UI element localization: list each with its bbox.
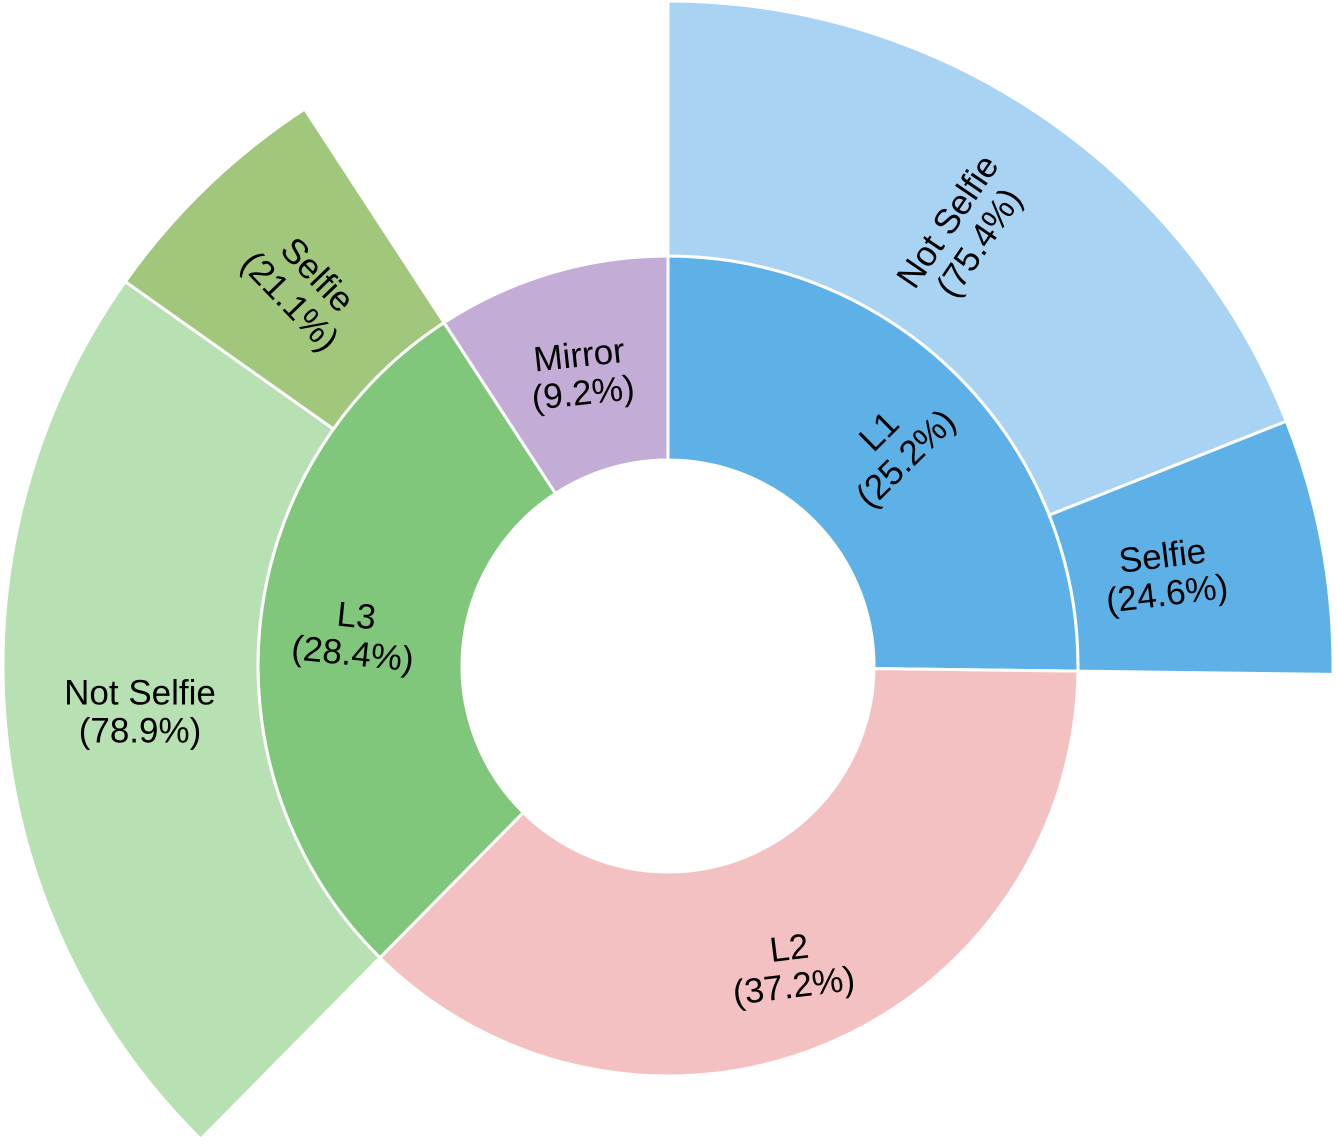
label-l3-name: L3 <box>335 595 378 638</box>
label-l3-not-selfie-name: Not Selfie <box>64 674 216 713</box>
segment-l1-selfie <box>1047 419 1335 676</box>
segment-l1-not-selfie <box>666 0 1289 518</box>
label-l3-not-selfie-value: (78.9%) <box>79 712 202 751</box>
label-mirror: Mirror(9.2%) <box>526 330 637 417</box>
label-l2-name: L2 <box>767 927 810 970</box>
label-l3-not-selfie: Not Selfie (78.9%) <box>64 674 216 751</box>
label-mirror-name: Mirror <box>532 331 627 379</box>
segment-l3-selfie <box>123 106 447 432</box>
label-l1-selfie: Selfie(24.6%) <box>1099 529 1230 620</box>
segment-l3-not-selfie <box>1 279 383 1142</box>
segment-l2 <box>377 667 1080 1078</box>
segment-mirror <box>441 254 670 496</box>
